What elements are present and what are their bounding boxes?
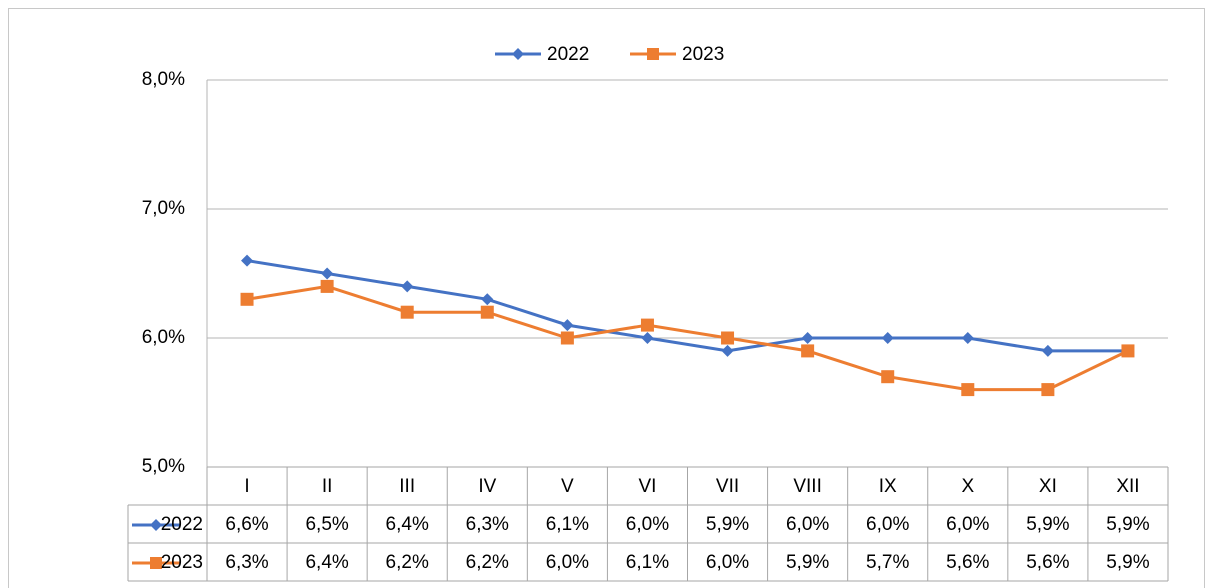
data-point xyxy=(640,318,654,332)
data-point xyxy=(240,292,254,306)
chart-border xyxy=(8,8,1205,588)
data-point xyxy=(1121,344,1135,358)
table-value: 5,9% xyxy=(706,514,749,535)
x-tick-label: IX xyxy=(879,476,897,497)
x-tick-label: I xyxy=(244,476,249,497)
table-value: 6,1% xyxy=(626,552,669,573)
table-value: 5,6% xyxy=(1026,552,1069,573)
x-tick-label: XI xyxy=(1039,476,1057,497)
table-value: 5,7% xyxy=(866,552,909,573)
table-value: 6,0% xyxy=(946,514,989,535)
data-point xyxy=(320,279,334,293)
table-value: 6,0% xyxy=(866,514,909,535)
table-legend-marker xyxy=(150,557,162,569)
data-point xyxy=(801,332,814,344)
data-point xyxy=(561,319,574,332)
table-value: 5,9% xyxy=(786,552,829,573)
table-value: 6,0% xyxy=(786,514,829,535)
table-value: 6,0% xyxy=(626,514,669,535)
x-tick-label: VI xyxy=(638,476,656,497)
table-value: 5,9% xyxy=(1026,514,1069,535)
y-tick-label: 8,0% xyxy=(142,69,185,90)
data-point xyxy=(1041,344,1054,357)
data-point xyxy=(560,331,574,345)
table-legend-marker xyxy=(150,519,162,531)
legend-marker xyxy=(512,48,524,60)
table-value: 6,0% xyxy=(546,552,589,573)
table-value: 6,5% xyxy=(305,514,348,535)
legend-label: 2023 xyxy=(682,44,724,65)
data-point xyxy=(721,331,735,345)
x-tick-label: IV xyxy=(478,476,496,497)
data-point xyxy=(961,332,974,344)
y-tick-label: 7,0% xyxy=(142,198,185,219)
table-value: 5,9% xyxy=(1106,552,1149,573)
table-value: 5,9% xyxy=(1106,514,1149,535)
data-point xyxy=(481,293,494,306)
data-point xyxy=(400,305,414,319)
table-value: 6,1% xyxy=(546,514,589,535)
data-point xyxy=(321,267,334,280)
x-tick-label: III xyxy=(399,476,415,497)
y-tick-label: 6,0% xyxy=(142,327,185,348)
legend-marker xyxy=(647,48,659,60)
data-point xyxy=(881,332,894,344)
table-series-name: 2022 xyxy=(161,514,203,535)
table-value: 6,4% xyxy=(305,552,348,573)
table-value: 6,6% xyxy=(225,514,268,535)
data-point xyxy=(401,280,414,293)
x-tick-label: X xyxy=(961,476,974,497)
legend-label: 2022 xyxy=(547,44,589,65)
data-point xyxy=(1041,383,1055,397)
line-series xyxy=(246,259,1128,353)
data-point xyxy=(641,332,654,344)
data-point xyxy=(801,344,815,358)
table-value: 6,4% xyxy=(386,514,429,535)
data-point xyxy=(961,383,975,397)
table-value: 6,3% xyxy=(466,514,509,535)
x-tick-label: II xyxy=(322,476,333,497)
table-value: 6,3% xyxy=(225,552,268,573)
table-value: 5,6% xyxy=(946,552,989,573)
data-point xyxy=(241,254,254,267)
data-point xyxy=(881,370,895,384)
line-series xyxy=(246,284,1129,392)
x-tick-label: XII xyxy=(1116,476,1139,497)
table-series-name: 2023 xyxy=(161,552,203,573)
table-value: 6,2% xyxy=(466,552,509,573)
table-value: 6,0% xyxy=(706,552,749,573)
table-value: 6,2% xyxy=(386,552,429,573)
x-tick-label: V xyxy=(561,476,574,497)
x-tick-label: VIII xyxy=(793,476,822,497)
data-point xyxy=(721,344,734,357)
data-point xyxy=(480,305,494,319)
x-tick-label: VII xyxy=(716,476,739,497)
y-tick-label: 5,0% xyxy=(142,456,185,477)
